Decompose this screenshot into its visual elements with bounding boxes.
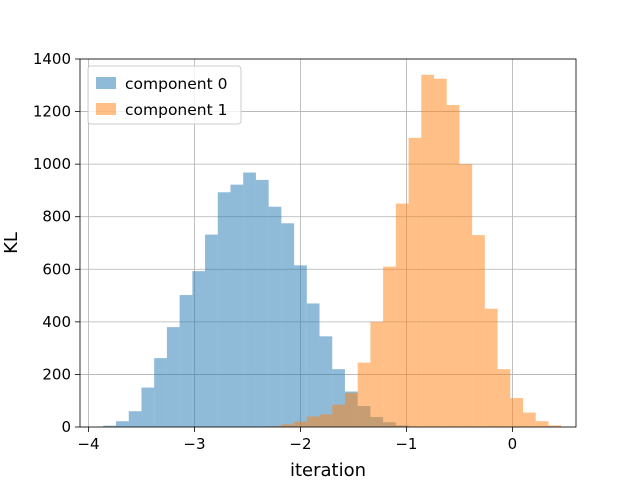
histogram-bar — [294, 421, 307, 427]
legend-swatch — [96, 103, 116, 115]
legend-label: component 0 — [125, 75, 227, 93]
histogram-bar — [306, 416, 320, 427]
histogram-bar — [510, 398, 524, 427]
axis-ticks: −4 −3 −2 −1 0 0 200 400 600 800 1000 1200 1400 — [33, 50, 517, 453]
x-tick-label: −4 — [77, 435, 99, 453]
x-tick-label: −1 — [395, 435, 417, 453]
histogram-bar — [433, 78, 447, 427]
histogram-bar — [548, 425, 562, 427]
histogram-bar — [421, 74, 434, 428]
histogram-bar — [523, 412, 536, 427]
histogram-bar — [472, 235, 485, 427]
legend-box — [87, 65, 242, 125]
x-axis-label: iteration — [290, 460, 366, 480]
series-1-bars — [268, 74, 562, 428]
x-tick-label: 0 — [508, 435, 518, 453]
histogram-bar — [154, 358, 167, 427]
series-0-bars — [103, 172, 409, 427]
histogram-bars — [103, 74, 562, 428]
histogram-bar — [103, 425, 117, 427]
histogram-bar — [281, 424, 295, 427]
histogram-bar — [357, 362, 371, 427]
histogram-bar — [179, 295, 193, 427]
histogram-bar — [205, 234, 218, 427]
histogram-bar — [408, 137, 422, 427]
histogram-bar — [192, 271, 206, 427]
histogram-bar — [243, 172, 256, 427]
histogram-bar — [370, 321, 384, 427]
y-tick-label: 1200 — [33, 103, 71, 121]
legend-label: component 1 — [125, 101, 227, 119]
histogram-bar — [255, 179, 269, 427]
histogram-bar — [319, 414, 333, 427]
histogram-bar — [268, 206, 282, 427]
x-tick-label: −3 — [183, 435, 205, 453]
y-tick-label: 200 — [42, 365, 71, 383]
histogram-bar — [294, 265, 307, 427]
histogram-bar — [230, 184, 244, 427]
y-tick-label: 1000 — [33, 155, 71, 173]
histogram-bar — [116, 421, 129, 427]
histogram-bar — [217, 192, 231, 427]
histogram-bar — [535, 421, 549, 427]
histogram-bar — [128, 411, 142, 427]
histogram-bar — [446, 105, 460, 427]
plot-frame — [79, 58, 577, 428]
y-tick-label: 0 — [61, 418, 71, 436]
histogram-bar — [383, 266, 396, 427]
x-tick-label: −2 — [289, 435, 311, 453]
histogram-bar — [497, 369, 511, 427]
y-axis-label: KL — [1, 232, 22, 254]
histogram-bar — [344, 392, 358, 427]
histogram-bar — [395, 203, 409, 427]
histogram-bar — [141, 387, 155, 427]
histogram-bar — [332, 404, 345, 427]
histogram-bar — [281, 223, 295, 427]
histogram-bar — [319, 336, 333, 427]
histogram-bar — [459, 164, 473, 427]
y-tick-label: 600 — [42, 260, 71, 278]
histogram-bar — [166, 327, 180, 427]
y-tick-label: 400 — [42, 313, 71, 331]
y-tick-label: 1400 — [33, 50, 71, 68]
legend: component 0 component 1 — [87, 65, 242, 125]
y-tick-label: 800 — [42, 208, 71, 226]
histogram-bar — [306, 303, 320, 427]
histogram-bar — [484, 308, 498, 427]
legend-swatch — [96, 77, 116, 89]
